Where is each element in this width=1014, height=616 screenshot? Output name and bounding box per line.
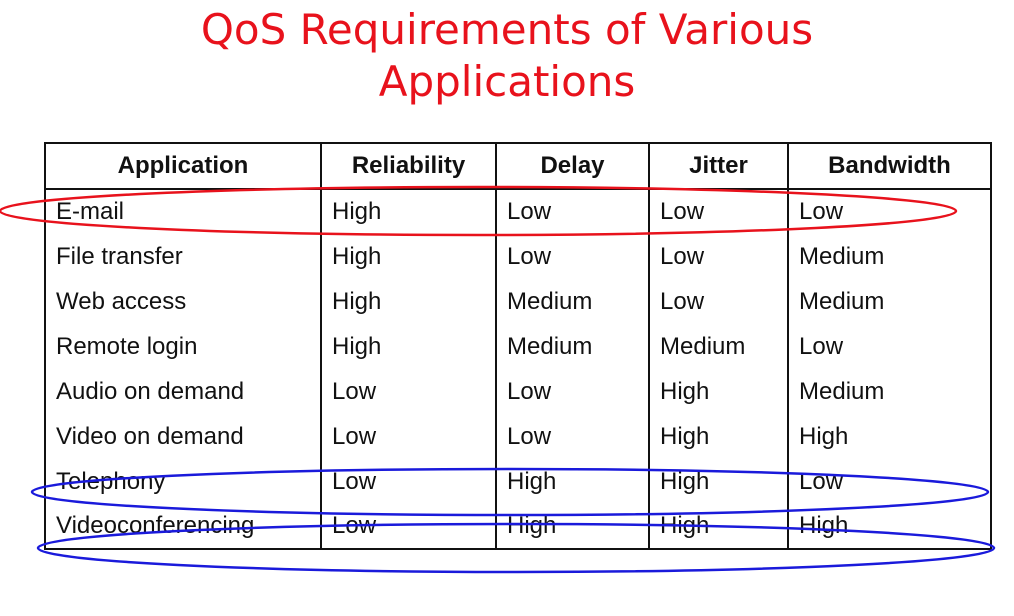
header-jitter: Jitter (648, 142, 789, 190)
cell-delay: High (495, 504, 650, 550)
cell-reliability: Low (320, 369, 497, 414)
cell-application: Telephony (44, 459, 322, 504)
qos-requirements-table: Application Reliability Delay Jitter Ban… (44, 142, 992, 550)
header-delay: Delay (495, 142, 650, 190)
cell-reliability: High (320, 189, 497, 234)
cell-bandwidth: Low (787, 189, 992, 234)
cell-reliability: High (320, 279, 497, 324)
table-row-web-access: Web access High Medium Low Medium (44, 279, 992, 324)
header-bandwidth: Bandwidth (787, 142, 992, 190)
cell-delay: Low (495, 234, 650, 279)
cell-application: E-mail (44, 189, 322, 234)
table-row-email: E-mail High Low Low Low (44, 189, 992, 234)
cell-reliability: High (320, 324, 497, 369)
cell-bandwidth: Low (787, 324, 992, 369)
cell-delay: High (495, 459, 650, 504)
cell-reliability: Low (320, 414, 497, 459)
cell-application: Remote login (44, 324, 322, 369)
cell-application: Web access (44, 279, 322, 324)
cell-reliability: High (320, 234, 497, 279)
cell-bandwidth: High (787, 504, 992, 550)
cell-reliability: Low (320, 459, 497, 504)
table-row-telephony: Telephony Low High High Low (44, 459, 992, 504)
cell-jitter: Low (648, 189, 789, 234)
cell-bandwidth: Medium (787, 279, 992, 324)
cell-application: Video on demand (44, 414, 322, 459)
cell-delay: Medium (495, 324, 650, 369)
table-row-video-on-demand: Video on demand Low Low High High (44, 414, 992, 459)
slide-title-line-2: Applications (378, 57, 636, 106)
cell-jitter: High (648, 414, 789, 459)
cell-jitter: Low (648, 279, 789, 324)
cell-bandwidth: High (787, 414, 992, 459)
cell-delay: Medium (495, 279, 650, 324)
cell-jitter: Medium (648, 324, 789, 369)
cell-bandwidth: Low (787, 459, 992, 504)
cell-reliability: Low (320, 504, 497, 550)
cell-delay: Low (495, 369, 650, 414)
cell-bandwidth: Medium (787, 234, 992, 279)
cell-jitter: High (648, 369, 789, 414)
header-reliability: Reliability (320, 142, 497, 190)
cell-jitter: High (648, 504, 789, 550)
cell-jitter: High (648, 459, 789, 504)
table-row-file-transfer: File transfer High Low Low Medium (44, 234, 992, 279)
cell-jitter: Low (648, 234, 789, 279)
cell-delay: Low (495, 414, 650, 459)
table-header-row: Application Reliability Delay Jitter Ban… (44, 142, 992, 190)
cell-delay: Low (495, 189, 650, 234)
cell-bandwidth: Medium (787, 369, 992, 414)
table-row-remote-login: Remote login High Medium Medium Low (44, 324, 992, 369)
table-row-videoconferencing: Videoconferencing Low High High High (44, 504, 992, 550)
cell-application: File transfer (44, 234, 322, 279)
table-row-audio-on-demand: Audio on demand Low Low High Medium (44, 369, 992, 414)
header-application: Application (44, 142, 322, 190)
cell-application: Audio on demand (44, 369, 322, 414)
cell-application: Videoconferencing (44, 504, 322, 550)
slide-title-line-1: QoS Requirements of Various (200, 5, 814, 54)
